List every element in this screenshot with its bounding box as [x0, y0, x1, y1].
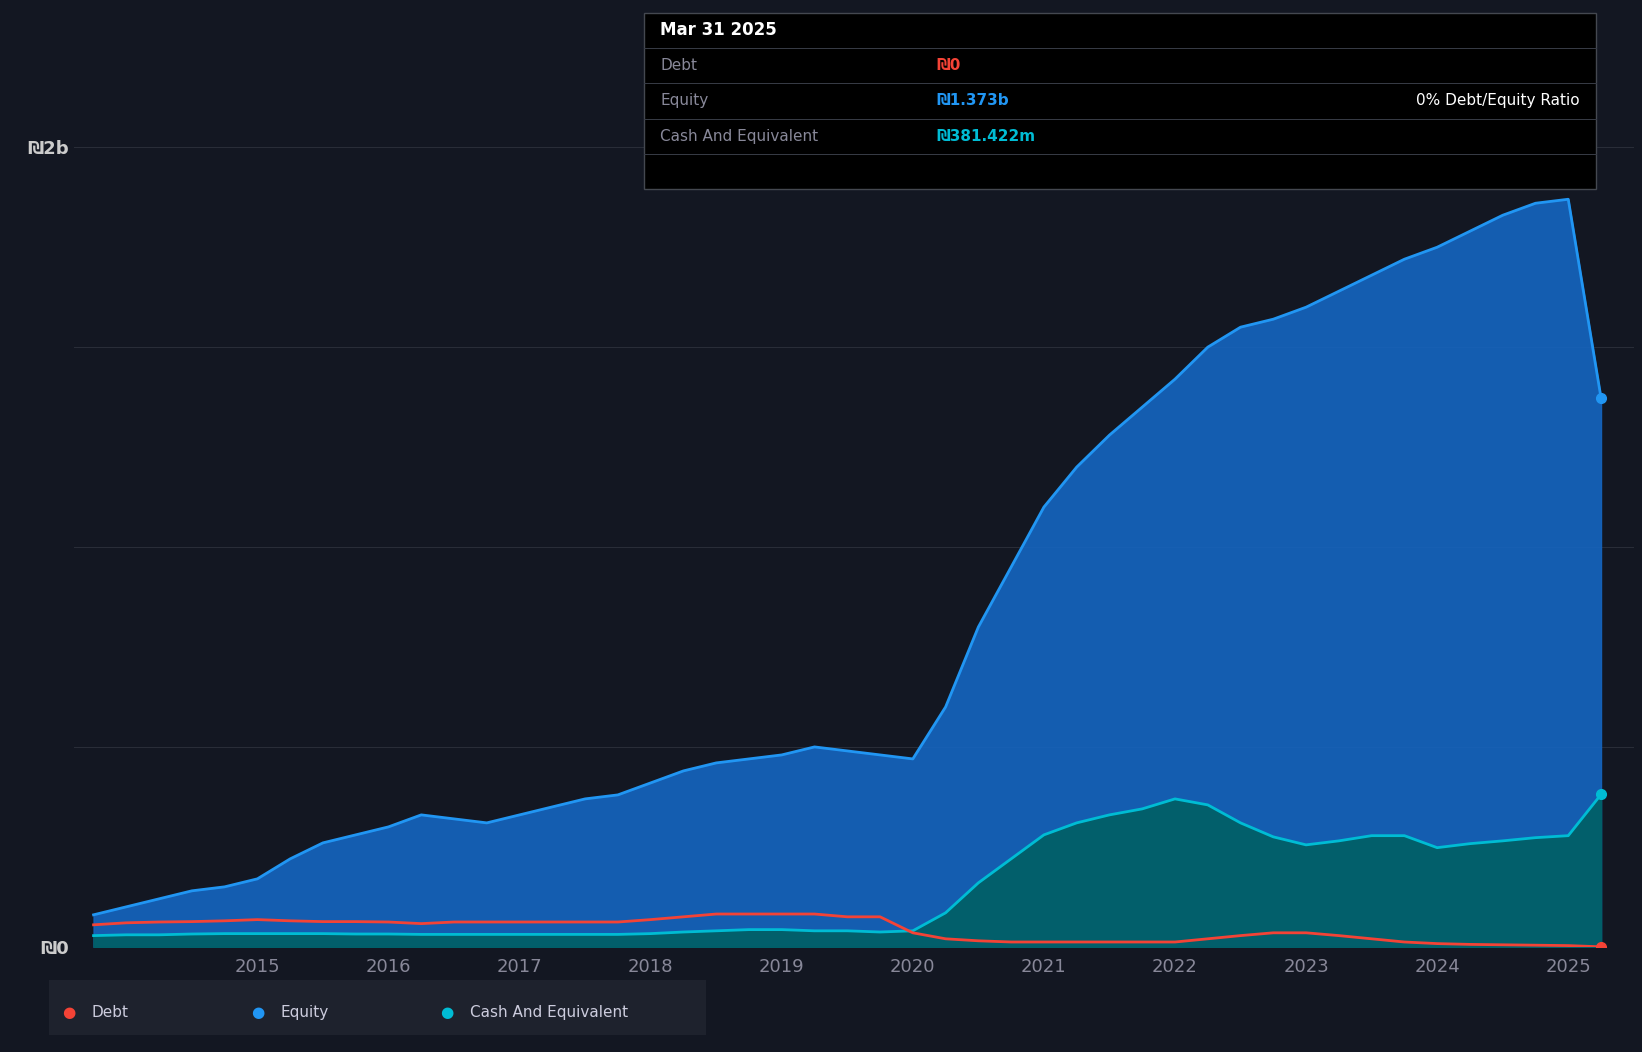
Text: Debt: Debt — [660, 58, 698, 74]
Text: Equity: Equity — [281, 1005, 328, 1019]
Text: ●: ● — [251, 1005, 264, 1019]
Text: ●: ● — [440, 1005, 453, 1019]
Text: ₪1.373b: ₪1.373b — [936, 94, 1008, 108]
Text: ₪0: ₪0 — [936, 58, 961, 74]
Text: Mar 31 2025: Mar 31 2025 — [660, 21, 777, 39]
Text: ₪381.422m: ₪381.422m — [936, 128, 1034, 144]
Text: Cash And Equivalent: Cash And Equivalent — [660, 128, 818, 144]
Text: Equity: Equity — [660, 94, 708, 108]
Text: 0% Debt/Equity Ratio: 0% Debt/Equity Ratio — [1415, 94, 1580, 108]
Text: Cash And Equivalent: Cash And Equivalent — [470, 1005, 627, 1019]
Text: Debt: Debt — [92, 1005, 130, 1019]
Text: ●: ● — [62, 1005, 76, 1019]
